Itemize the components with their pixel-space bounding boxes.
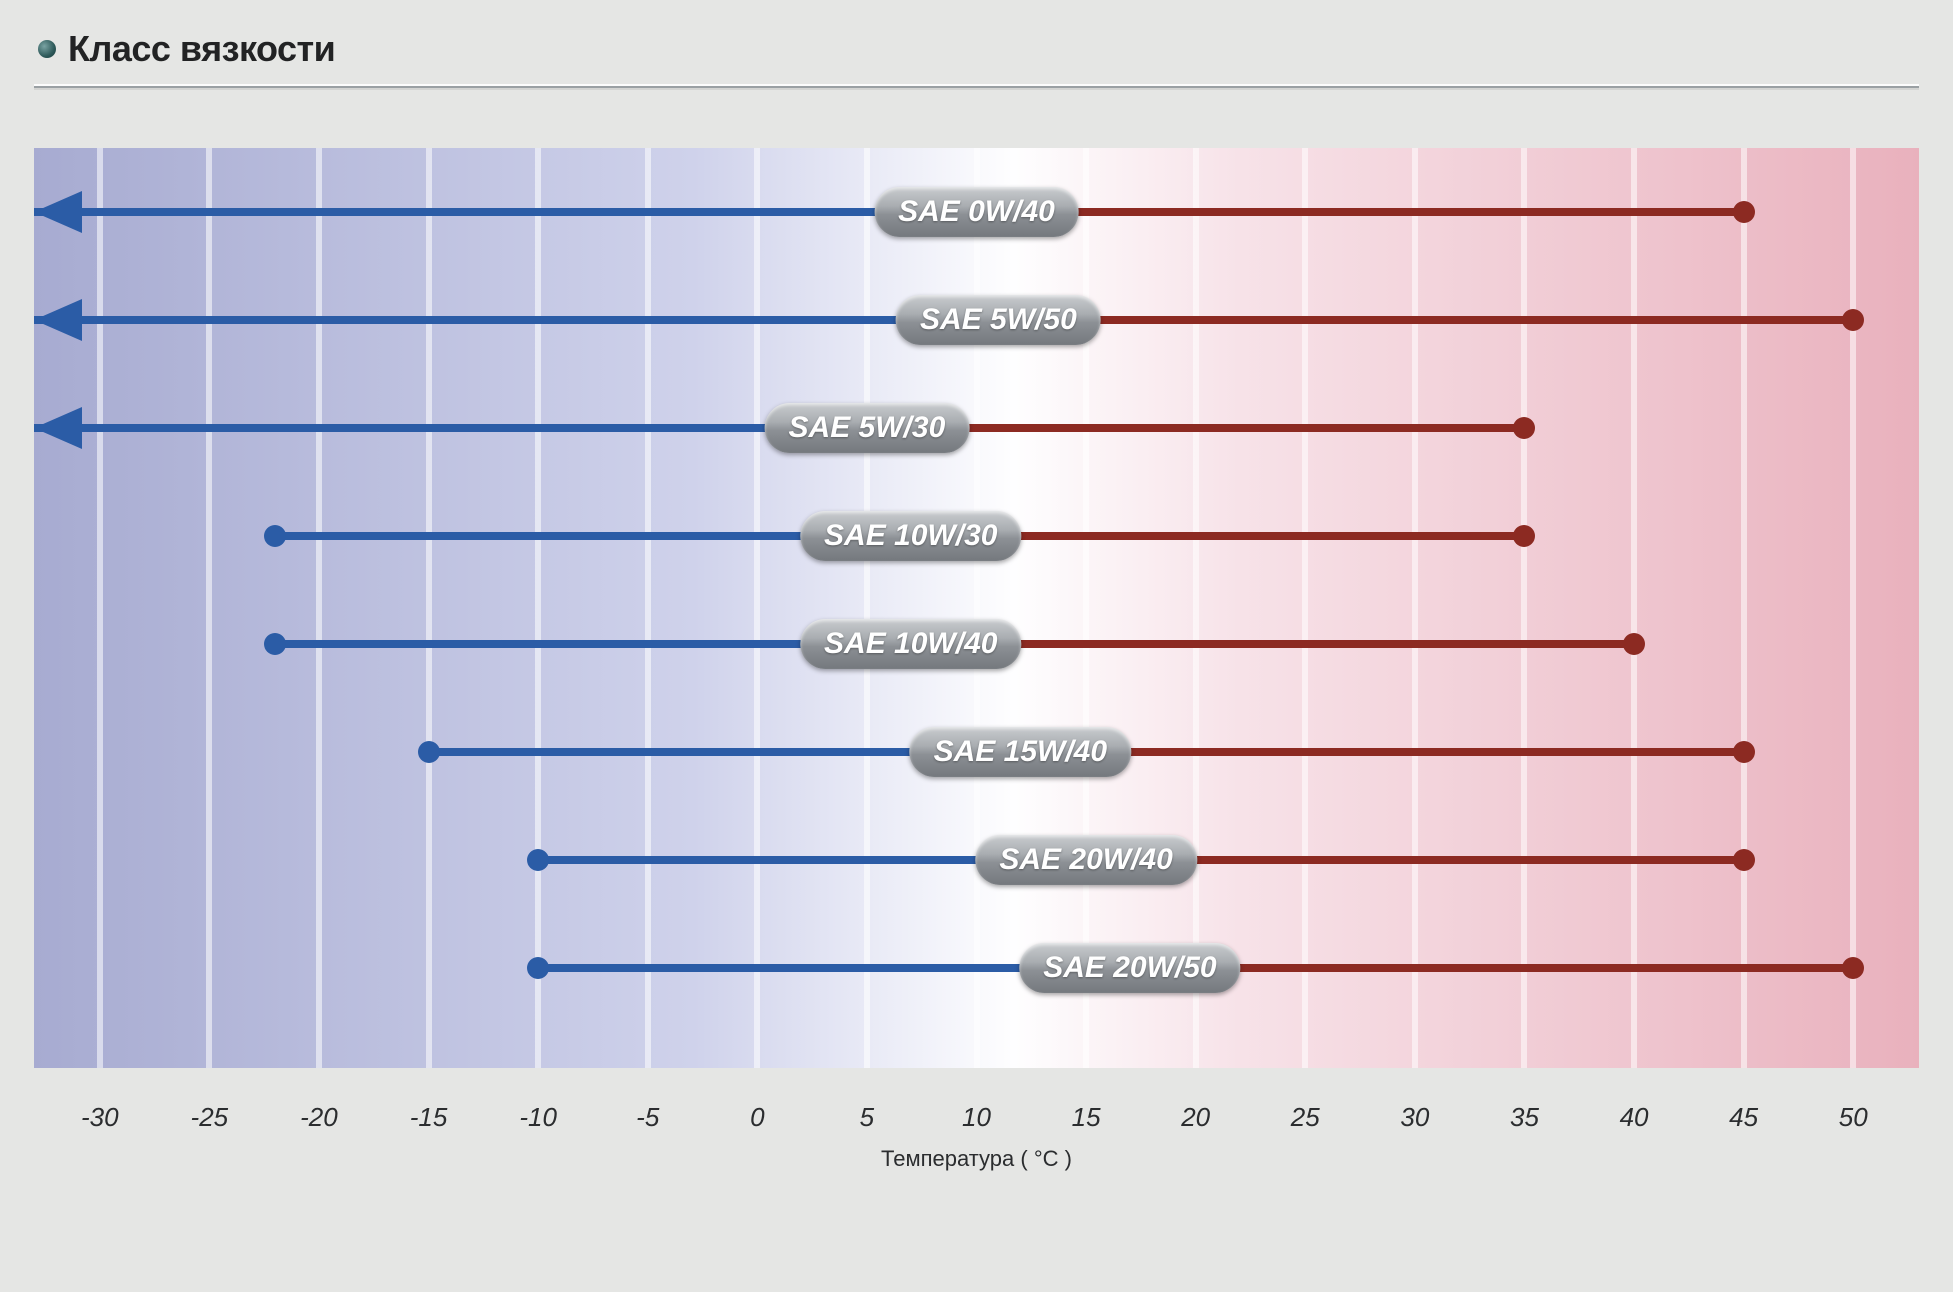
hot-endpoint-dot — [1842, 309, 1864, 331]
gridline — [535, 148, 541, 1068]
cold-endpoint-dot — [264, 633, 286, 655]
cold-endpoint-dot — [264, 525, 286, 547]
series-badge: SAE 20W/40 — [975, 835, 1196, 885]
cold-endpoint-dot — [527, 957, 549, 979]
x-tick-label: -5 — [636, 1102, 659, 1133]
hot-endpoint-dot — [1733, 201, 1755, 223]
gridline — [206, 148, 212, 1068]
arrow-left-icon — [34, 407, 82, 449]
x-tick-label: 5 — [860, 1102, 874, 1133]
chart-title-row: Класс вязкости — [34, 28, 1919, 70]
series-badge: SAE 20W/50 — [1019, 943, 1240, 993]
cold-segment — [34, 316, 998, 324]
x-tick-label: 40 — [1620, 1102, 1649, 1133]
title-bullet-icon — [38, 40, 56, 58]
hot-segment — [998, 316, 1853, 324]
x-axis: Температура ( °C ) -30 -25 -20 -15 -10 -5 0 5 10… — [34, 1102, 1919, 1172]
gridline — [1741, 148, 1747, 1068]
x-tick-label: 20 — [1181, 1102, 1210, 1133]
chart-title: Класс вязкости — [68, 28, 335, 70]
series-row: SAE 20W/50 — [34, 948, 1919, 988]
hot-endpoint-dot — [1842, 957, 1864, 979]
x-tick-label: 25 — [1291, 1102, 1320, 1133]
series-row: SAE 0W/40 — [34, 192, 1919, 232]
x-tick-label: 15 — [1072, 1102, 1101, 1133]
gridline — [645, 148, 651, 1068]
x-tick-label: 50 — [1839, 1102, 1868, 1133]
series-badge: SAE 0W/40 — [874, 187, 1079, 237]
x-tick-label: 10 — [962, 1102, 991, 1133]
x-tick-label: -20 — [300, 1102, 338, 1133]
gridline — [1631, 148, 1637, 1068]
gridline — [1412, 148, 1418, 1068]
x-tick-label: 30 — [1400, 1102, 1429, 1133]
x-tick-label: -30 — [81, 1102, 119, 1133]
gridline — [426, 148, 432, 1068]
gridline — [1521, 148, 1527, 1068]
series-row: SAE 10W/30 — [34, 516, 1919, 556]
x-axis-label: Температура ( °C ) — [34, 1146, 1919, 1172]
series-row: SAE 20W/40 — [34, 840, 1919, 880]
x-tick-label: 45 — [1729, 1102, 1758, 1133]
cold-endpoint-dot — [527, 849, 549, 871]
hot-endpoint-dot — [1733, 849, 1755, 871]
viscosity-chart: SAE 0W/40SAE 5W/50SAE 5W/30SAE 10W/30SAE… — [34, 148, 1919, 1172]
series-badge: SAE 10W/40 — [800, 619, 1021, 669]
title-underline — [34, 84, 1919, 90]
cold-segment — [34, 424, 867, 432]
gridline — [864, 148, 870, 1068]
cold-endpoint-dot — [418, 741, 440, 763]
x-tick-label: 0 — [750, 1102, 764, 1133]
x-tick-label: -15 — [410, 1102, 448, 1133]
series-badge: SAE 10W/30 — [800, 511, 1021, 561]
cold-segment — [34, 208, 977, 216]
series-badge: SAE 5W/30 — [765, 403, 970, 453]
gridline — [316, 148, 322, 1068]
gridline — [1083, 148, 1089, 1068]
hot-endpoint-dot — [1733, 741, 1755, 763]
gridline — [1850, 148, 1856, 1068]
arrow-left-icon — [34, 299, 82, 341]
x-tick-label: 35 — [1510, 1102, 1539, 1133]
hot-segment — [977, 208, 1744, 216]
gridline — [1302, 148, 1308, 1068]
hot-endpoint-dot — [1513, 525, 1535, 547]
series-badge: SAE 5W/50 — [896, 295, 1101, 345]
series-row: SAE 5W/50 — [34, 300, 1919, 340]
series-row: SAE 10W/40 — [34, 624, 1919, 664]
gridline — [1193, 148, 1199, 1068]
x-tick-label: -25 — [191, 1102, 229, 1133]
x-tick-label: -10 — [519, 1102, 557, 1133]
plot-area: SAE 0W/40SAE 5W/50SAE 5W/30SAE 10W/30SAE… — [34, 148, 1919, 1068]
gridline — [97, 148, 103, 1068]
series-row: SAE 15W/40 — [34, 732, 1919, 772]
gridline — [974, 148, 980, 1068]
series-row: SAE 5W/30 — [34, 408, 1919, 448]
hot-endpoint-dot — [1513, 417, 1535, 439]
arrow-left-icon — [34, 191, 82, 233]
series-badge: SAE 15W/40 — [910, 727, 1131, 777]
hot-endpoint-dot — [1623, 633, 1645, 655]
gridline — [754, 148, 760, 1068]
